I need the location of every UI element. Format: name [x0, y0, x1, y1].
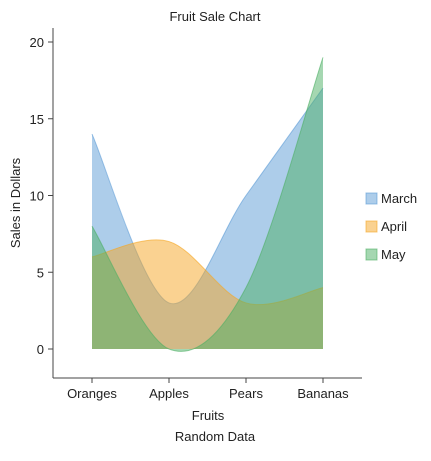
series-area-may [92, 57, 323, 352]
x-axis-ticks: Oranges Apples Pears Bananas [67, 378, 349, 401]
legend-swatch-april [365, 220, 378, 233]
y-axis-ticks: 0 5 10 15 20 [30, 35, 53, 357]
y-tick-label: 5 [37, 265, 44, 280]
legend-swatch-march [365, 192, 378, 205]
x-axis-title: Fruits [192, 408, 225, 423]
legend-label-march: March [381, 191, 417, 206]
chart-footer: Random Data [175, 429, 256, 444]
series-line-may [91, 57, 324, 352]
series-layer [91, 57, 324, 352]
legend-label-april: April [381, 219, 407, 234]
x-tick-label: Bananas [297, 386, 349, 401]
x-tick-label: Apples [149, 386, 189, 401]
y-tick-label: 20 [30, 35, 44, 50]
y-tick-label: 15 [30, 112, 44, 127]
legend-label-may: May [381, 247, 406, 262]
x-tick-label: Pears [229, 386, 263, 401]
x-tick-label: Oranges [67, 386, 117, 401]
legend-swatch-may [365, 248, 378, 261]
legend: March April May [365, 191, 417, 262]
y-axis-title: Sales in Dollars [8, 157, 23, 248]
y-tick-label: 10 [30, 189, 44, 204]
chart-title: Fruit Sale Chart [169, 9, 260, 24]
y-tick-label: 0 [37, 342, 44, 357]
